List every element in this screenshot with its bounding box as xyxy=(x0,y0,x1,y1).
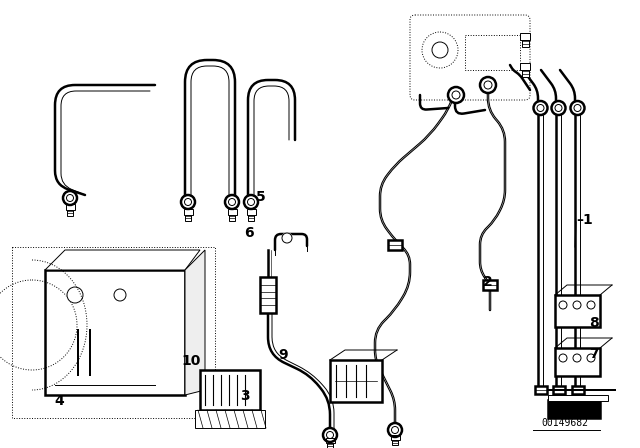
Circle shape xyxy=(573,354,581,362)
Text: 10: 10 xyxy=(181,353,200,368)
Bar xyxy=(390,435,399,440)
Bar xyxy=(548,395,608,401)
Circle shape xyxy=(67,287,83,303)
Bar xyxy=(185,215,191,221)
Circle shape xyxy=(388,423,402,437)
Bar xyxy=(330,360,382,402)
Bar xyxy=(45,270,185,395)
Circle shape xyxy=(432,42,448,58)
Bar xyxy=(572,386,584,394)
Bar xyxy=(388,240,402,250)
Bar xyxy=(67,210,73,216)
Bar xyxy=(65,204,74,210)
Bar xyxy=(246,209,255,215)
Bar xyxy=(552,386,564,394)
Bar xyxy=(465,35,520,70)
Bar xyxy=(200,370,260,410)
Text: 3: 3 xyxy=(240,389,250,404)
Bar xyxy=(195,410,265,428)
Circle shape xyxy=(0,280,77,370)
Bar xyxy=(326,438,335,443)
Bar xyxy=(520,63,530,70)
Bar xyxy=(392,440,398,445)
Bar xyxy=(548,400,600,418)
Circle shape xyxy=(570,101,584,115)
Text: 4: 4 xyxy=(54,394,64,408)
Circle shape xyxy=(225,195,239,209)
Bar xyxy=(248,215,254,221)
Text: 7: 7 xyxy=(589,347,598,361)
Circle shape xyxy=(244,195,258,209)
Bar xyxy=(555,348,600,376)
Bar xyxy=(534,386,547,394)
Circle shape xyxy=(63,191,77,205)
Bar xyxy=(522,70,529,77)
Bar xyxy=(327,443,333,448)
Bar xyxy=(227,209,237,215)
Polygon shape xyxy=(45,250,200,270)
Circle shape xyxy=(448,87,464,103)
Bar xyxy=(520,33,530,40)
Polygon shape xyxy=(185,250,205,395)
Text: –1: –1 xyxy=(576,212,593,227)
Circle shape xyxy=(587,354,595,362)
Circle shape xyxy=(422,32,458,68)
Circle shape xyxy=(480,77,496,93)
Bar xyxy=(184,209,193,215)
Circle shape xyxy=(587,301,595,309)
Circle shape xyxy=(181,195,195,209)
Text: 5: 5 xyxy=(256,190,266,204)
Circle shape xyxy=(559,301,567,309)
Circle shape xyxy=(552,101,566,115)
Circle shape xyxy=(114,289,126,301)
Circle shape xyxy=(534,101,547,115)
Bar xyxy=(260,277,276,313)
Text: 6: 6 xyxy=(244,226,254,240)
Bar xyxy=(483,280,497,290)
Text: 8: 8 xyxy=(589,315,598,330)
Circle shape xyxy=(282,233,292,243)
Text: 00149682: 00149682 xyxy=(541,418,589,428)
Bar xyxy=(522,40,529,47)
Bar xyxy=(229,215,235,221)
FancyBboxPatch shape xyxy=(410,15,530,100)
Text: 9: 9 xyxy=(278,348,288,362)
Circle shape xyxy=(573,301,581,309)
Bar xyxy=(555,295,600,327)
Text: 2: 2 xyxy=(483,275,493,289)
Circle shape xyxy=(323,428,337,442)
Circle shape xyxy=(559,354,567,362)
